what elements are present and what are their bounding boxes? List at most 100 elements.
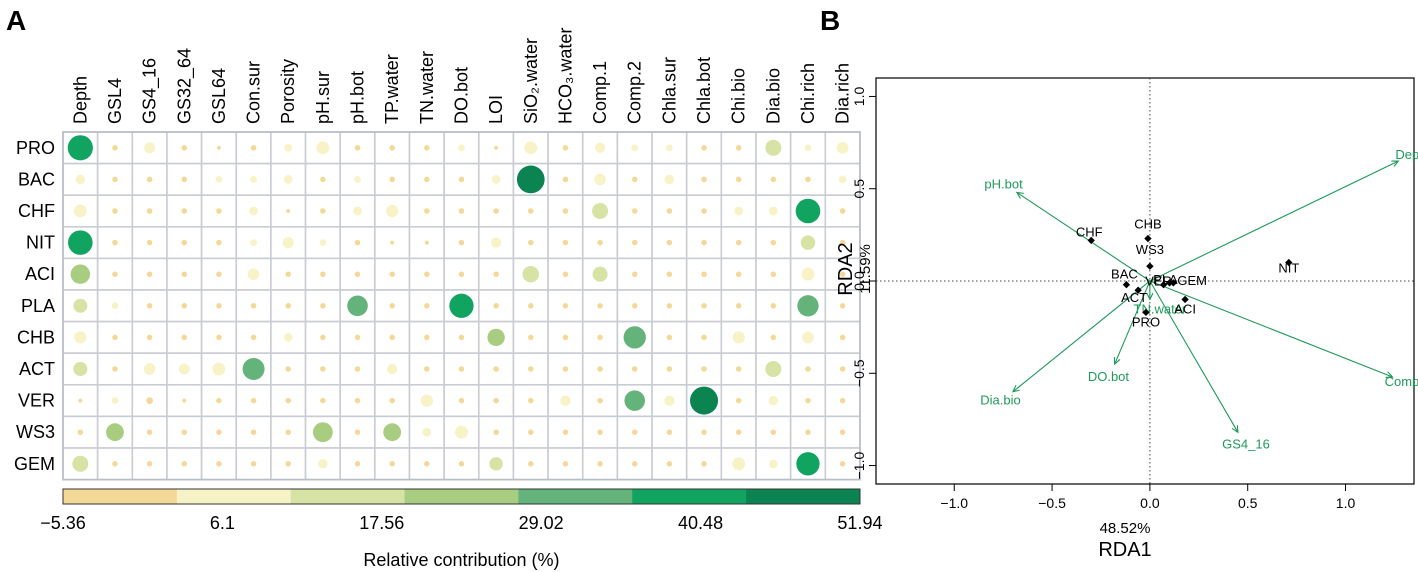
contribution-circle [458,271,465,277]
contribution-circle [732,331,745,344]
contribution-circle [424,176,430,183]
contribution-circle [800,235,816,250]
contribution-circle [494,145,499,150]
contribution-circle [181,334,188,341]
colorbar-tick-label: 17.56 [359,513,404,533]
x-axis-title: RDA1 [1098,539,1151,561]
contribution-circle [181,271,188,277]
contribution-circle [347,295,368,317]
x-tick-label: 0.5 [1238,495,1258,511]
contribution-circle [770,176,777,183]
contribution-circle [216,334,222,341]
contribution-circle [631,176,638,183]
env-vector-arrowhead [1231,425,1239,434]
contribution-circle [516,165,545,194]
contribution-circle [528,239,534,246]
column-label: LOI [486,95,506,124]
contribution-circle [320,303,326,309]
contribution-circle [493,208,499,214]
contribution-circle [285,429,291,435]
contribution-circle [839,208,846,214]
row-label: GEM [14,454,55,474]
contribution-circle [386,204,399,218]
contribution-circle [562,145,569,151]
contribution-circle [112,271,118,277]
contribution-circle [146,208,153,214]
contribution-circle [215,176,223,183]
contribution-circle [216,397,222,404]
contribution-circle [770,429,777,435]
contribution-circle [318,459,328,469]
column-label: GSL64 [209,68,229,124]
contribution-circle [839,397,846,404]
contribution-circle [701,239,707,246]
contribution-circle [424,461,430,467]
env-vector-arrow [1149,280,1393,378]
contribution-circle [664,174,675,185]
contribution-circle [320,397,326,404]
column-label: Comp.2 [625,61,645,124]
column-label: SiO₂.water [521,38,541,124]
contribution-circle [181,303,188,309]
y-tick-label: 1.0 [851,87,867,107]
column-label: Con.sur [244,61,264,124]
column-label: pH.sur [313,71,333,124]
contribution-circle [320,208,326,214]
env-vector-arrow [1012,280,1151,393]
site-label: ACI [1174,301,1196,316]
row-label: NIT [26,233,55,253]
contribution-circle [181,176,188,183]
contribution-circle [146,397,153,404]
contribution-circle [250,397,257,404]
colorbar-tick-label: 40.48 [678,513,723,533]
contribution-circle [701,366,707,372]
contribution-circle [701,303,707,309]
contribution-circle [73,361,88,377]
contribution-circle [701,334,707,341]
contribution-circle [562,429,569,435]
env-vector-arrowhead [1015,191,1024,199]
site-label: BAC [1111,267,1138,282]
x-tick-label: −0.5 [1038,495,1066,511]
contribution-circle [212,362,226,376]
biplot-panel: −1.0 −0.5 0.0 0.5 1.0 −1.0 −0.5 0.0 0.5 1.0 48.52%… [835,77,1418,561]
site-point [1285,258,1293,267]
contribution-circle [735,145,742,151]
site-point [1169,279,1178,287]
contribution-circle [458,461,465,467]
contribution-circle [805,176,811,183]
column-label: TP.water [382,54,402,124]
contribution-circle [424,208,430,214]
contribution-circle [839,303,846,309]
site-label: WS3 [1136,242,1164,257]
contribution-circle [458,144,465,152]
contribution-circle [354,176,361,183]
contribution-circle [354,145,361,151]
colorbar-tick-label: −5.36 [40,513,86,533]
env-vector-arrowhead [1391,160,1400,167]
contribution-circle [838,175,847,184]
contribution-circle [836,141,849,154]
contribution-circle [286,209,291,213]
contribution-circle [666,144,673,152]
contribution-circle [562,461,569,467]
contribution-circle [528,397,534,404]
x-tick-label: −1.0 [940,495,968,511]
contribution-circle [735,429,742,435]
contribution-circle [316,141,330,155]
contribution-circle [796,452,820,476]
contribution-circle [67,135,93,161]
contribution-circle [389,461,395,467]
contribution-circle [112,176,118,183]
contribution-circle [493,397,499,404]
contribution-circle [804,144,812,152]
contribution-circle [522,265,540,283]
contribution-circle [735,176,742,183]
contribution-circle [354,429,361,435]
row-label: WS3 [16,422,55,442]
site-label: VER [1145,274,1172,289]
heatmap-cell [166,352,203,386]
contribution-circle [770,303,777,309]
contribution-circle [562,271,569,277]
contribution-circle [624,390,646,411]
